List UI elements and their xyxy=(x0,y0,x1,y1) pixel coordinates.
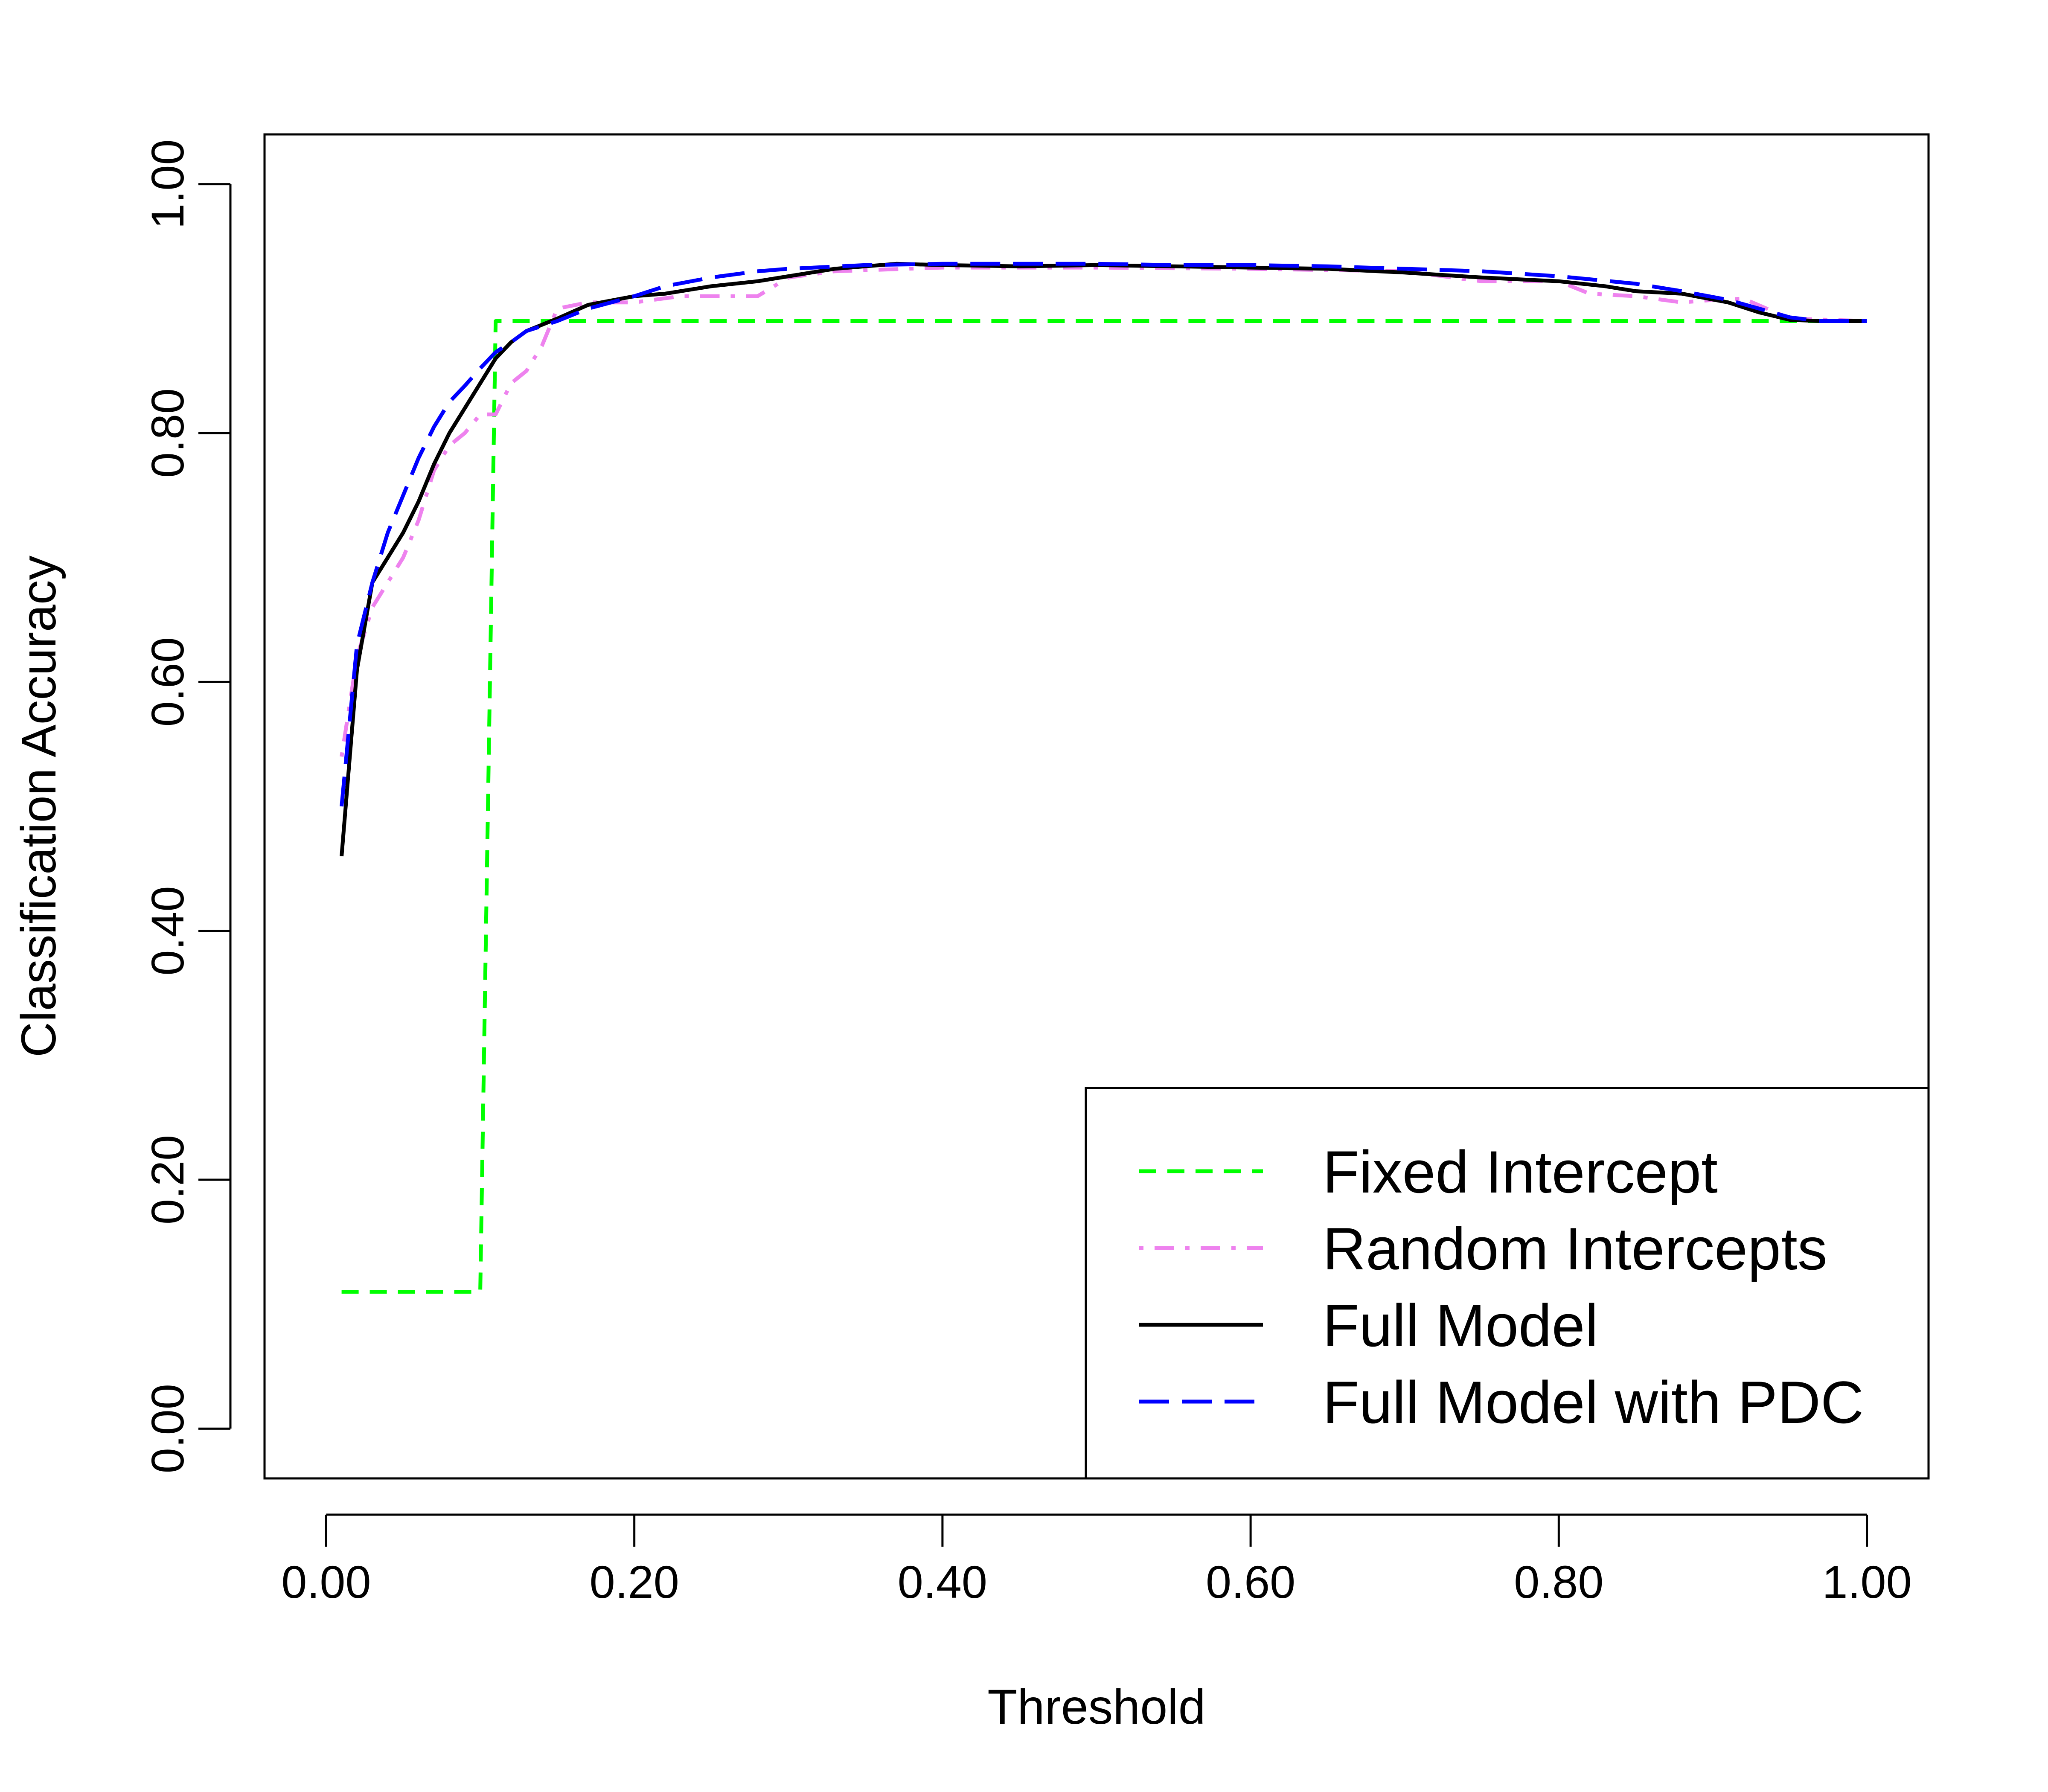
y-tick-label: 0.60 xyxy=(142,637,193,727)
y-axis-title: Classification Accuracy xyxy=(12,556,66,1057)
x-tick-label: 1.00 xyxy=(1822,1556,1911,1608)
y-tick-label: 0.20 xyxy=(142,1135,193,1225)
x-tick-label: 0.00 xyxy=(281,1556,371,1608)
series-line-0 xyxy=(341,319,1867,1294)
x-tick-label: 0.20 xyxy=(590,1556,679,1608)
y-axis: 0.00 0.20 0.40 0.60 0.80 1.00 xyxy=(142,140,232,1473)
series-layer xyxy=(340,262,1867,1294)
legend-label-0: Fixed Intercept xyxy=(1323,1138,1718,1205)
x-tick-label: 0.40 xyxy=(898,1556,987,1608)
legend-label-1: Random Intercepts xyxy=(1323,1215,1827,1282)
x-tick-label: 0.60 xyxy=(1206,1556,1295,1608)
legend: Fixed Intercept Random Intercepts Full Mod… xyxy=(1085,1087,1930,1480)
series-line-2 xyxy=(340,262,1867,857)
y-tick-label: 1.00 xyxy=(142,140,193,229)
x-axis: 0.00 0.20 0.40 0.60 0.80 1.00 xyxy=(281,1513,1912,1608)
series-line-3 xyxy=(340,262,1867,807)
y-tick-label: 0.80 xyxy=(142,388,193,478)
y-tick-label: 0.00 xyxy=(142,1384,193,1473)
series-line-1 xyxy=(340,265,1867,757)
legend-box xyxy=(1085,1087,1930,1480)
x-axis-title: Threshold xyxy=(987,1680,1205,1734)
legend-label-2: Full Model xyxy=(1323,1292,1598,1359)
y-tick-label: 0.40 xyxy=(142,886,193,976)
legend-label-3: Full Model with PDC xyxy=(1323,1369,1864,1436)
x-tick-label: 0.80 xyxy=(1514,1556,1603,1608)
